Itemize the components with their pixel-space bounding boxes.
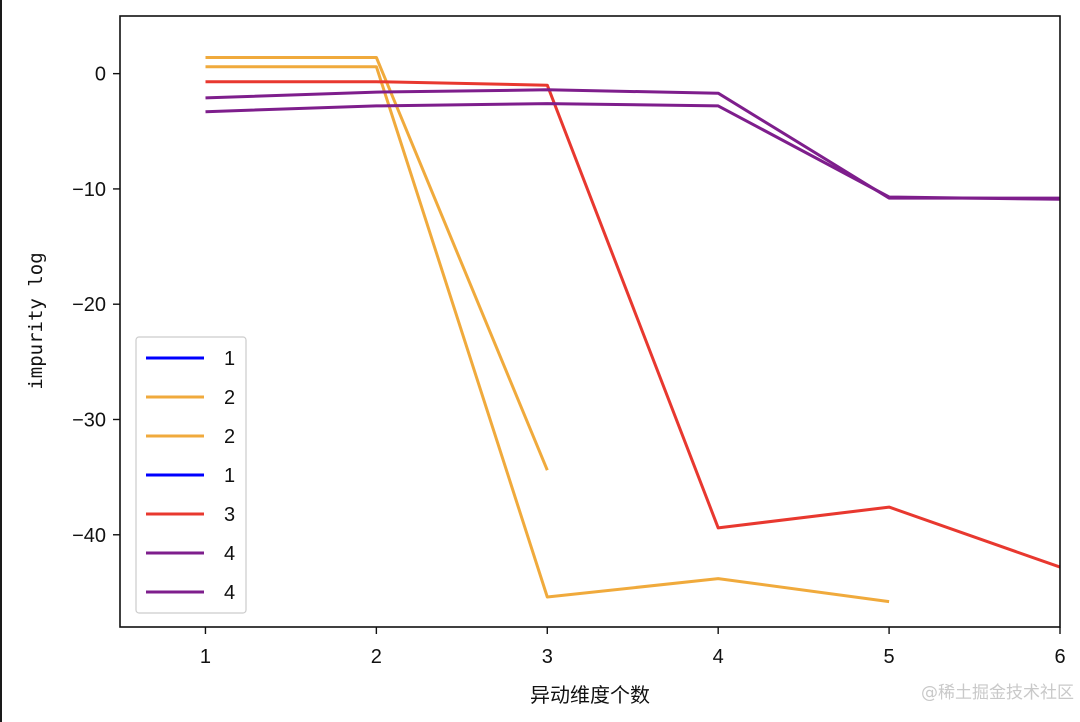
plot-area-frame (119, 15, 1061, 628)
y-tick-label: −10 (72, 179, 106, 201)
legend-label-4: 3 (224, 504, 235, 526)
series-line-6 (205, 102, 1061, 201)
x-axis: 1 2 3 4 5 6 (200, 627, 1066, 668)
watermark: @稀土掘金技术社区 (921, 683, 1074, 703)
legend-label-2: 2 (224, 426, 235, 448)
y-tick-label: 0 (95, 64, 106, 86)
series-line-4 (205, 80, 1061, 569)
series-line-1 (205, 56, 549, 471)
y-tick-label: −40 (72, 525, 106, 547)
series-lines (205, 56, 1061, 604)
y-axis-title: impurity log (25, 252, 47, 389)
legend-label-1: 2 (224, 387, 235, 409)
y-axis: 0 −10 −20 −30 −40 (72, 64, 120, 547)
x-tick-label: 1 (200, 646, 211, 668)
series-line-2 (205, 65, 890, 604)
x-tick-label: 4 (713, 646, 724, 668)
legend-items: 1 2 2 1 3 4 4 (146, 348, 235, 604)
x-tick-label: 2 (371, 646, 382, 668)
legend-label-5: 4 (224, 543, 235, 565)
x-tick-label: 5 (884, 646, 895, 668)
y-tick-label: −30 (72, 409, 106, 431)
legend-label-6: 4 (224, 582, 235, 604)
x-tick-label: 3 (542, 646, 553, 668)
legend-label-3: 1 (224, 465, 235, 487)
x-tick-label: 6 (1054, 646, 1065, 668)
legend: 1 2 2 1 3 4 4 (135, 336, 247, 614)
legend-label-0: 1 (224, 348, 235, 370)
x-axis-title: 异动维度个数 (530, 683, 650, 707)
y-tick-label: −20 (72, 294, 106, 316)
